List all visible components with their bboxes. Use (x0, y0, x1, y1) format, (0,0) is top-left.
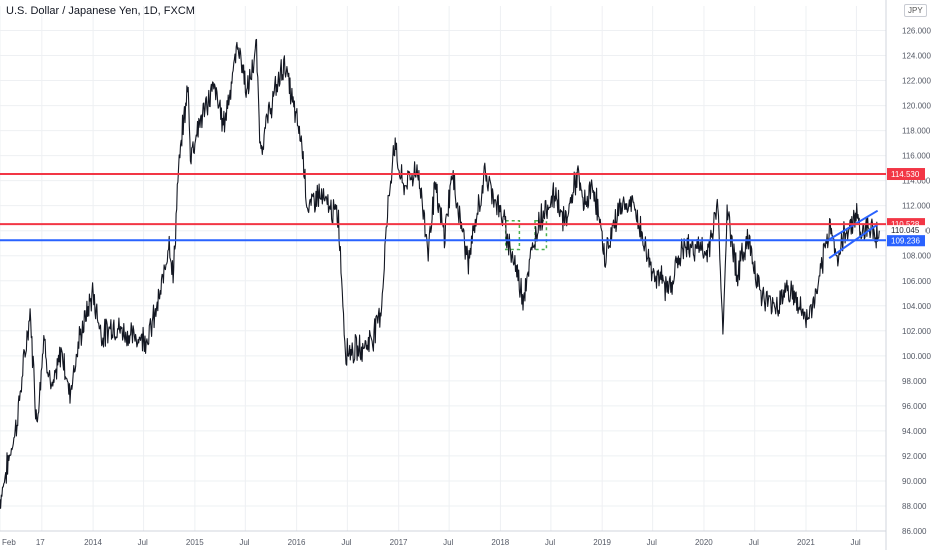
y-tick-label: 124.000 (902, 52, 931, 61)
y-tick-label: 114.000 (902, 177, 931, 186)
x-tick-label: 2014 (84, 538, 102, 547)
x-tick-label: 2020 (695, 538, 713, 547)
x-tick-label: Jul (749, 538, 759, 547)
x-tick-label: 2017 (390, 538, 408, 547)
y-tick-label: 90.000 (902, 477, 927, 486)
y-tick-label: 106.000 (902, 277, 931, 286)
x-tick-label: 2021 (797, 538, 815, 547)
level-tag-resistance (887, 168, 925, 181)
y-tick-label: 100.000 (902, 352, 931, 361)
y-tick-label: 118.000 (902, 127, 931, 136)
level-tag-support (887, 234, 925, 247)
current-price-tag (887, 225, 925, 236)
y-tick-label: 112.000 (902, 202, 931, 211)
currency-button[interactable]: JPY (904, 4, 927, 17)
x-tick-label: Jul (443, 538, 453, 547)
y-tick-label: 98.000 (902, 377, 927, 386)
x-tick-label: 2016 (288, 538, 306, 547)
y-tick-label: 120.000 (902, 102, 931, 111)
x-tick-label: Jul (545, 538, 555, 547)
grid-lines (0, 6, 886, 532)
level-tag-label: 109.236 (891, 236, 920, 245)
x-tick-label: 2018 (491, 538, 509, 547)
x-tick-label: Jul (138, 538, 148, 547)
y-tick-label: 126.000 (902, 27, 931, 36)
y-tick-label: 94.000 (902, 427, 927, 436)
channel-lower-line (828, 223, 879, 260)
level-tag-label: 114.530 (891, 170, 920, 179)
y-tick-label: 86.000 (902, 527, 927, 536)
y-tick-label: 116.000 (902, 152, 931, 161)
x-tick-label: Jul (239, 538, 249, 547)
level-tag-label: 110.528 (891, 220, 920, 229)
y-tick-label: 104.000 (902, 302, 931, 311)
y-tick-label: 88.000 (902, 502, 927, 511)
x-tick-label: Feb (2, 538, 16, 547)
chart-title: U.S. Dollar / Japanese Yen, 1D, FXCM (6, 5, 195, 17)
x-tick-label: Jul (850, 538, 860, 547)
x-tick-label: Jul (647, 538, 657, 547)
x-tick-label: 2019 (593, 538, 611, 547)
x-tick-label: 2015 (186, 538, 204, 547)
y-tick-label: 96.000 (902, 402, 927, 411)
current-price-label: 110.045 (891, 226, 920, 235)
y-tick-label: 102.000 (902, 327, 931, 336)
y-tick-label: 122.000 (902, 77, 931, 86)
price-series-line (0, 38, 880, 509)
y-tick-label: 92.000 (902, 452, 927, 461)
x-tick-label: Jul (341, 538, 351, 547)
x-tick-label: 17 (36, 538, 45, 547)
highlight-zone (504, 219, 521, 251)
y-tick-label: 108.000 (902, 252, 931, 261)
